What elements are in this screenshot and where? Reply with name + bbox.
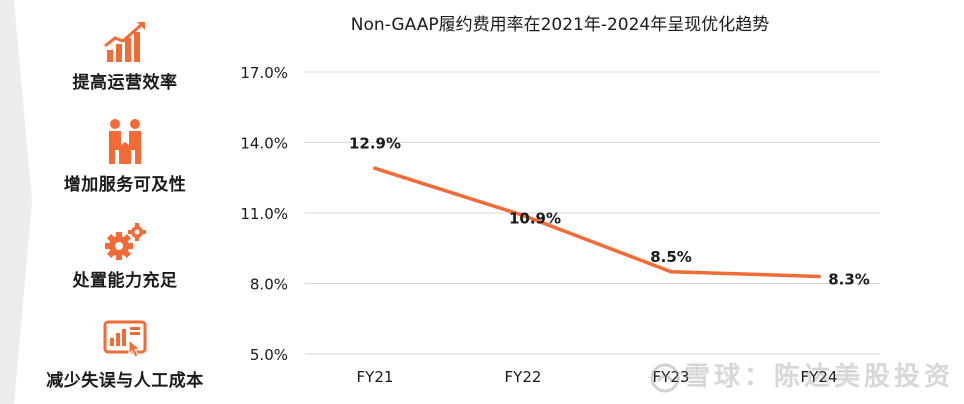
data-label: 8.5% (650, 248, 692, 266)
data-point (521, 213, 525, 218)
sidebar-label-capacity: 处置能力充足 (72, 271, 178, 291)
x-tick-label: FY23 (653, 368, 690, 386)
gears-icon (105, 223, 146, 260)
sidebar-item-efficiency: 提高运营效率 (40, 20, 210, 93)
x-tick-label: FY24 (801, 368, 838, 386)
y-tick-label: 11.0% (240, 205, 288, 223)
sidebar-item-capacity: 处置能力充足 (40, 222, 210, 291)
data-point (669, 269, 673, 274)
series-line (373, 166, 821, 279)
sidebar-item-cost-reduction: 减少失误与人工成本 (40, 318, 210, 391)
x-tick-label: FY21 (357, 368, 394, 386)
data-label: 12.9% (349, 134, 401, 152)
y-tick-label: 14.0% (240, 135, 288, 153)
sidebar-label-cost-reduction: 减少失误与人工成本 (46, 371, 204, 391)
sidebar-label-accessibility: 增加服务可及性 (63, 175, 187, 195)
data-point (817, 274, 821, 279)
sidebar-label-efficiency: 提高运营效率 (72, 73, 178, 93)
chart-title: Non-GAAP履约费用率在2021年-2024年呈现优化趋势 (350, 15, 770, 35)
left-decorative-band (0, 0, 32, 404)
click-screen-icon (103, 320, 147, 358)
handshake-icon (109, 119, 141, 164)
y-tick-label: 5.0% (250, 346, 288, 364)
growth-chart-icon (104, 22, 145, 62)
data-point (373, 166, 377, 171)
data-label: 10.9% (509, 209, 561, 227)
x-tick-label: FY22 (505, 368, 542, 386)
sidebar-item-accessibility: 增加服务可及性 (40, 118, 210, 195)
y-tick-label: 8.0% (250, 276, 288, 294)
data-label: 8.3% (828, 270, 870, 288)
y-tick-label: 17.0% (240, 64, 288, 82)
